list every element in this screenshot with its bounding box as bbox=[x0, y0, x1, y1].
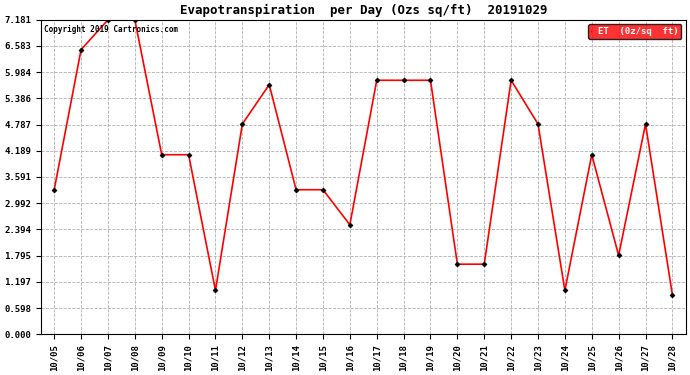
Title: Evapotranspiration  per Day (Ozs sq/ft)  20191029: Evapotranspiration per Day (Ozs sq/ft) 2… bbox=[179, 4, 547, 17]
Legend: ET  (0z/sq  ft): ET (0z/sq ft) bbox=[588, 24, 681, 39]
Text: Copyright 2019 Cartronics.com: Copyright 2019 Cartronics.com bbox=[44, 24, 178, 33]
